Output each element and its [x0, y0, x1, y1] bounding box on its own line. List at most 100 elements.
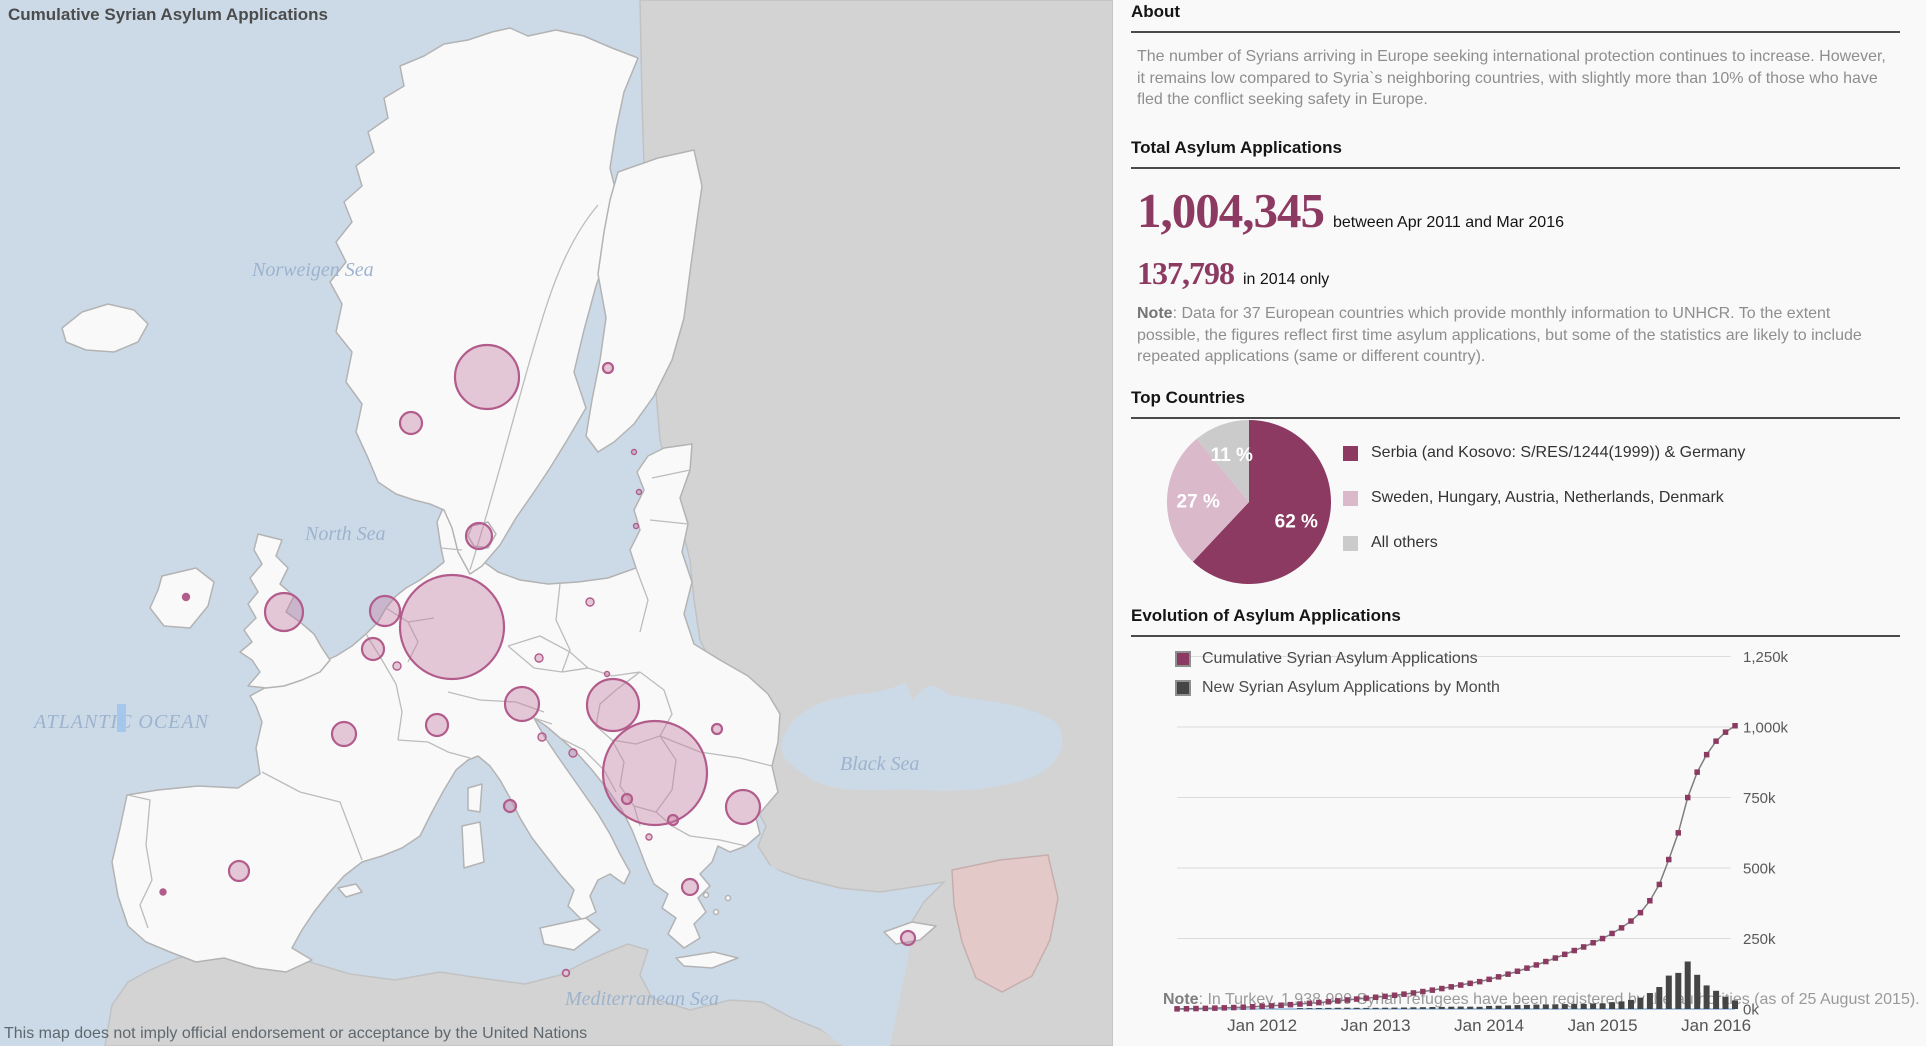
bubble-germany[interactable]	[398, 573, 506, 681]
pie-slice-1[interactable]	[1166, 438, 1249, 562]
cumulative-point[interactable]	[1618, 925, 1625, 931]
cumulative-point[interactable]	[1562, 951, 1568, 958]
cumulative-point[interactable]	[1353, 996, 1360, 1002]
cumulative-point[interactable]	[1703, 751, 1710, 758]
monthly-bar[interactable]	[1372, 1007, 1379, 1009]
cumulative-point[interactable]	[1401, 991, 1407, 997]
cumulative-point[interactable]	[1571, 947, 1578, 954]
monthly-bar[interactable]	[1732, 1000, 1738, 1009]
cumulative-point[interactable]	[1675, 830, 1682, 836]
cumulative-point[interactable]	[1344, 997, 1351, 1003]
bubble-serbia-and-kosovo[interactable]	[601, 719, 709, 827]
monthly-bar[interactable]	[1353, 1007, 1360, 1009]
cumulative-point[interactable]	[1713, 738, 1719, 744]
monthly-bar[interactable]	[1665, 975, 1672, 1009]
cumulative-point[interactable]	[1439, 985, 1445, 992]
cumulative-point[interactable]	[1240, 1004, 1247, 1010]
monthly-bar[interactable]	[1646, 993, 1653, 1009]
monthly-bar[interactable]	[1552, 1004, 1559, 1010]
bubble-estonia[interactable]	[630, 448, 638, 456]
monthly-bar[interactable]	[1306, 1008, 1313, 1009]
cumulative-point[interactable]	[1467, 980, 1473, 987]
monthly-bar[interactable]	[1334, 1007, 1341, 1009]
bubble-switzerland[interactable]	[424, 712, 450, 738]
bubble-ireland[interactable]	[181, 592, 191, 602]
cumulative-point[interactable]	[1514, 968, 1521, 975]
cumulative-point[interactable]	[1637, 909, 1644, 916]
cumulative-point[interactable]	[1628, 918, 1634, 924]
monthly-bar[interactable]	[1618, 1001, 1625, 1009]
cumulative-point[interactable]	[1543, 958, 1549, 965]
bubble-denmark[interactable]	[464, 521, 494, 551]
pie-slice-2[interactable]	[1196, 420, 1249, 502]
monthly-bar[interactable]	[1571, 1003, 1578, 1009]
cumulative-point[interactable]	[1533, 962, 1540, 968]
cumulative-point[interactable]	[1287, 1001, 1294, 1008]
cumulative-point[interactable]	[1183, 1006, 1190, 1012]
cumulative-point[interactable]	[1372, 994, 1379, 1001]
monthly-bar[interactable]	[1609, 1002, 1616, 1009]
monthly-bar[interactable]	[1419, 1007, 1426, 1009]
monthly-bar[interactable]	[1296, 1008, 1303, 1009]
bubble-belgium[interactable]	[360, 636, 386, 662]
bubble-norway[interactable]	[398, 410, 424, 436]
monthly-bar[interactable]	[1580, 1004, 1587, 1009]
monthly-bar[interactable]	[1684, 961, 1691, 1010]
cumulative-point[interactable]	[1458, 982, 1464, 988]
monthly-bar[interactable]	[1703, 985, 1710, 1009]
cumulative-point[interactable]	[1202, 1005, 1209, 1012]
bubble-macedonia[interactable]	[666, 813, 680, 827]
bubble-united-kingdom[interactable]	[263, 591, 305, 633]
monthly-bar[interactable]	[1628, 999, 1634, 1009]
cumulative-point[interactable]	[1656, 881, 1663, 888]
bubble-france[interactable]	[330, 720, 358, 748]
monthly-bar[interactable]	[1410, 1007, 1417, 1009]
cumulative-point[interactable]	[1486, 976, 1492, 983]
cumulative-point[interactable]	[1722, 729, 1729, 735]
evolution-chart[interactable]: 0k 250k 500k 750k 1,000k 1,250k Jan 2012 Jan 20…	[1113, 640, 1926, 1046]
cumulative-point[interactable]	[1448, 984, 1455, 990]
cumulative-point[interactable]	[1524, 965, 1530, 971]
cumulative-point[interactable]	[1268, 1003, 1275, 1009]
bubble-spain[interactable]	[227, 859, 251, 883]
monthly-bar[interactable]	[1325, 1007, 1332, 1009]
monthly-bar[interactable]	[1344, 1007, 1351, 1009]
cumulative-point[interactable]	[1552, 955, 1559, 961]
cumulative-point[interactable]	[1590, 940, 1596, 946]
bubble-slovakia[interactable]	[603, 670, 611, 678]
monthly-bar[interactable]	[1533, 1004, 1540, 1009]
monthly-bar[interactable]	[1599, 1003, 1606, 1009]
cumulative-point[interactable]	[1732, 723, 1738, 729]
cumulative-point[interactable]	[1505, 971, 1511, 977]
bubble-latvia[interactable]	[635, 488, 643, 496]
cumulative-point[interactable]	[1420, 988, 1426, 995]
cumulative-point[interactable]	[1609, 930, 1615, 937]
monthly-bar[interactable]	[1694, 974, 1701, 1009]
cumulative-point[interactable]	[1382, 993, 1388, 1000]
cumulative-point[interactable]	[1316, 999, 1322, 1006]
cumulative-point[interactable]	[1221, 1005, 1228, 1011]
cumulative-point[interactable]	[1325, 999, 1332, 1005]
monthly-bar[interactable]	[1637, 997, 1644, 1009]
cumulative-point[interactable]	[1306, 1000, 1313, 1007]
bubble-montenegro[interactable]	[620, 792, 634, 806]
bubble-hungary[interactable]	[585, 677, 641, 733]
bubble-poland[interactable]	[585, 597, 595, 607]
bubble-slovenia[interactable]	[537, 732, 547, 742]
monthly-bar[interactable]	[1438, 1006, 1445, 1009]
pie-slice-0[interactable]	[1192, 420, 1332, 584]
monthly-bar[interactable]	[1467, 1006, 1474, 1009]
cumulative-point[interactable]	[1231, 1004, 1237, 1011]
bubble-finland[interactable]	[601, 361, 615, 375]
monthly-bar[interactable]	[1495, 1005, 1502, 1009]
monthly-bar[interactable]	[1448, 1006, 1455, 1009]
monthly-bar[interactable]	[1363, 1007, 1370, 1009]
monthly-bar[interactable]	[1590, 1003, 1597, 1010]
map-canvas[interactable]: Norweigen Sea North Sea ATLANTIC OCEAN B…	[0, 0, 1113, 1046]
monthly-bar[interactable]	[1391, 1007, 1398, 1009]
bubble-malta[interactable]	[561, 968, 571, 978]
cumulative-point[interactable]	[1278, 1002, 1284, 1009]
bubble-czech-republic[interactable]	[534, 653, 544, 663]
cumulative-point[interactable]	[1685, 794, 1691, 801]
monthly-bar[interactable]	[1476, 1006, 1483, 1009]
